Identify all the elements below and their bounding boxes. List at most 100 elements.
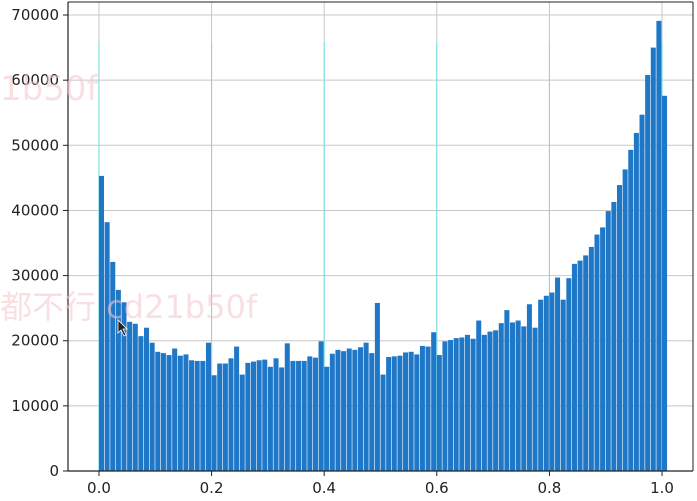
y-tick-label: 0 — [49, 462, 59, 480]
histogram-bar — [662, 95, 668, 472]
histogram-bar — [144, 327, 150, 471]
histogram-bar — [515, 320, 521, 471]
histogram-bar — [414, 354, 420, 471]
histogram-bar — [543, 295, 549, 471]
histogram-bar — [374, 302, 380, 471]
histogram-bar — [132, 323, 138, 471]
histogram-bar — [329, 353, 335, 471]
histogram-bar — [189, 360, 195, 471]
histogram-bar — [498, 323, 504, 471]
y-tick-label: 20000 — [11, 332, 59, 350]
y-tick-label: 40000 — [11, 201, 59, 219]
histogram-bar — [577, 260, 583, 471]
histogram-bar — [645, 74, 651, 471]
histogram-bar — [526, 304, 532, 471]
histogram-bar — [476, 320, 482, 471]
histogram-bar — [605, 211, 611, 472]
histogram-bar — [138, 336, 144, 471]
histogram-bar — [391, 356, 397, 471]
histogram-bar — [194, 360, 200, 471]
histogram-bar — [352, 349, 358, 471]
histogram-bar — [459, 337, 465, 471]
histogram-bar — [510, 322, 516, 471]
y-tick-label: 10000 — [11, 397, 59, 415]
y-tick-label: 50000 — [11, 136, 59, 154]
histogram-bar — [115, 289, 121, 471]
histogram-bar — [386, 357, 392, 471]
histogram-bar — [239, 374, 245, 471]
histogram-bar — [448, 340, 454, 471]
histogram-bar — [284, 343, 290, 471]
histogram-bar — [583, 255, 589, 471]
histogram-bar — [110, 261, 116, 471]
histogram-bar — [487, 331, 493, 471]
histogram-bar — [369, 353, 375, 471]
histogram-bar — [493, 330, 499, 471]
histogram-bar — [245, 362, 251, 471]
histogram-bar — [650, 47, 656, 471]
histogram-bar — [419, 345, 425, 471]
histogram-bar — [504, 310, 510, 471]
y-tick-label: 30000 — [11, 267, 59, 285]
histogram-bar — [290, 360, 296, 471]
histogram-bar — [639, 114, 645, 471]
histogram-bar — [200, 360, 206, 471]
histogram-bar — [425, 346, 431, 471]
histogram-bar — [453, 338, 459, 471]
histogram-bar — [222, 363, 228, 471]
x-axis-ticks: 0.0 0.2 0.4 0.6 0.8 1.0 — [87, 471, 674, 497]
histogram-bar — [538, 299, 544, 471]
y-tick-label: 60000 — [11, 71, 59, 89]
histogram-bar — [431, 332, 437, 471]
histogram-bar — [521, 326, 527, 471]
histogram-bar — [256, 360, 262, 471]
histogram-bar — [571, 263, 577, 471]
histogram-bar — [307, 356, 313, 471]
x-tick-label: 1.0 — [650, 479, 674, 497]
y-tick-label: 70000 — [11, 6, 59, 24]
watermark-text-top: 1b50f — [0, 69, 99, 109]
histogram-bar — [363, 342, 369, 471]
histogram-bar — [121, 302, 127, 471]
histogram-bar — [611, 201, 617, 472]
histogram-bar — [262, 359, 268, 471]
histogram-bars — [98, 20, 668, 472]
histogram-bar — [481, 334, 487, 471]
histogram-bar — [346, 348, 352, 471]
histogram-bar — [205, 342, 211, 471]
histogram-bar — [183, 354, 189, 471]
histogram-bar — [442, 341, 448, 471]
x-tick-label: 0.0 — [87, 479, 111, 497]
histogram-bar — [408, 351, 414, 471]
mouse-cursor-icon — [117, 319, 128, 337]
histogram-bar — [273, 358, 279, 471]
histogram-bar — [312, 357, 318, 471]
histogram-bar — [104, 222, 110, 471]
histogram-bar — [549, 292, 555, 471]
histogram-bar — [566, 278, 572, 471]
histogram-bar — [600, 227, 606, 471]
histogram-bar — [228, 358, 234, 471]
x-tick-label: 0.4 — [312, 479, 336, 497]
histogram-bar — [279, 367, 285, 471]
histogram-bar — [560, 299, 566, 471]
histogram-bar — [177, 355, 183, 471]
y-axis-ticks: 0 10000 20000 30000 40000 50000 60000 70000 — [11, 6, 68, 480]
histogram-bar — [301, 360, 307, 471]
histogram-bar — [628, 149, 634, 471]
histogram-bar — [380, 374, 386, 471]
histogram-bar — [436, 355, 442, 471]
histogram-bar — [127, 321, 133, 471]
histogram-bar — [341, 351, 347, 471]
histogram-bar — [397, 355, 403, 471]
histogram-bar — [656, 20, 662, 471]
histogram-bar — [532, 327, 538, 471]
histogram-bar — [234, 346, 240, 471]
histogram-bar — [633, 132, 639, 471]
histogram-bar — [149, 342, 155, 471]
histogram-bar — [217, 363, 223, 471]
histogram-bar — [166, 355, 172, 471]
histogram-bar — [250, 361, 257, 471]
x-tick-label: 0.8 — [537, 479, 561, 497]
